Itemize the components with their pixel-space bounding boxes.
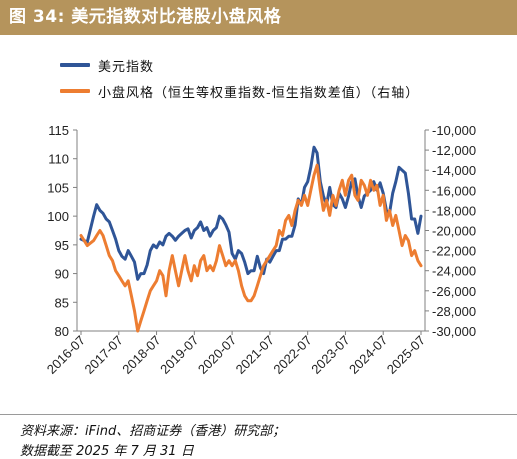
legend-label-usd: 美元指数 (98, 59, 155, 75)
legend-label-smallcap: 小盘风格（恒生等权重指数-恒生指数差值）（右轴） (98, 85, 420, 101)
x-tick-label: 2021-07 (233, 333, 277, 377)
chart-legend: 美元指数 小盘风格（恒生等权重指数-恒生指数差值）（右轴） (60, 52, 419, 104)
right-tick-label: -28,000 (432, 304, 476, 319)
figure-title: 图 34: 美元指数对比港股小盘风格 (9, 7, 282, 27)
x-tick-label: 2017-07 (82, 333, 126, 377)
right-tick-label: -22,000 (432, 244, 476, 259)
x-tick-label: 2023-07 (308, 333, 352, 377)
right-tick-label: -30,000 (432, 324, 476, 339)
series-line-usd (79, 145, 423, 281)
legend-swatch-smallcap (60, 89, 90, 93)
chart-axes: 80 85 90 95 100 105 110 115 -30,000 -28,000 -26,00… (44, 123, 476, 377)
left-tick-label: 85 (55, 295, 69, 310)
legend-item-usd: 美元指数 (60, 52, 419, 78)
x-tick-label: 2022-07 (270, 333, 314, 377)
left-tick-label: 110 (48, 152, 69, 167)
right-tick-label: -14,000 (432, 163, 476, 178)
legend-item-smallcap: 小盘风格（恒生等权重指数-恒生指数差值）（右轴） (60, 78, 419, 104)
x-tick-label: 2019-07 (157, 333, 201, 377)
x-tick-label: 2024-07 (346, 333, 390, 377)
chart-lines (79, 145, 423, 333)
date-note: 数据截至 2025 年 7 月 31 日 (20, 444, 194, 459)
right-tick-label: -20,000 (432, 224, 476, 239)
footer-divider (0, 414, 517, 415)
legend-swatch-usd (60, 63, 90, 67)
right-tick-label: -12,000 (432, 143, 476, 158)
left-tick-label: 90 (55, 267, 69, 282)
left-tick-label: 80 (55, 324, 69, 339)
x-tick-label: 2016-07 (44, 333, 88, 377)
series-line-smallcap (79, 163, 423, 333)
title-bar: 图 34: 美元指数对比港股小盘风格 (0, 0, 517, 35)
right-tick-label: -24,000 (432, 264, 476, 279)
left-tick-label: 115 (48, 123, 69, 138)
source-note: 资料来源：iFind、招商证券（香港）研究部； (20, 424, 286, 439)
left-tick-label: 105 (47, 180, 69, 195)
left-tick-label: 100 (47, 209, 69, 224)
x-tick-label: 2025-07 (384, 333, 428, 377)
left-tick-label: 95 (55, 238, 69, 253)
line-chart: 80 85 90 95 100 105 110 115 -30,000 -28,000 -26,00… (44, 123, 476, 377)
right-tick-label: -16,000 (432, 183, 476, 198)
right-tick-label: -26,000 (432, 284, 476, 299)
x-tick-label: 2020-07 (195, 333, 239, 377)
x-tick-label: 2018-07 (119, 333, 163, 377)
right-tick-label: -18,000 (432, 203, 476, 218)
right-tick-label: -10,000 (432, 123, 476, 138)
